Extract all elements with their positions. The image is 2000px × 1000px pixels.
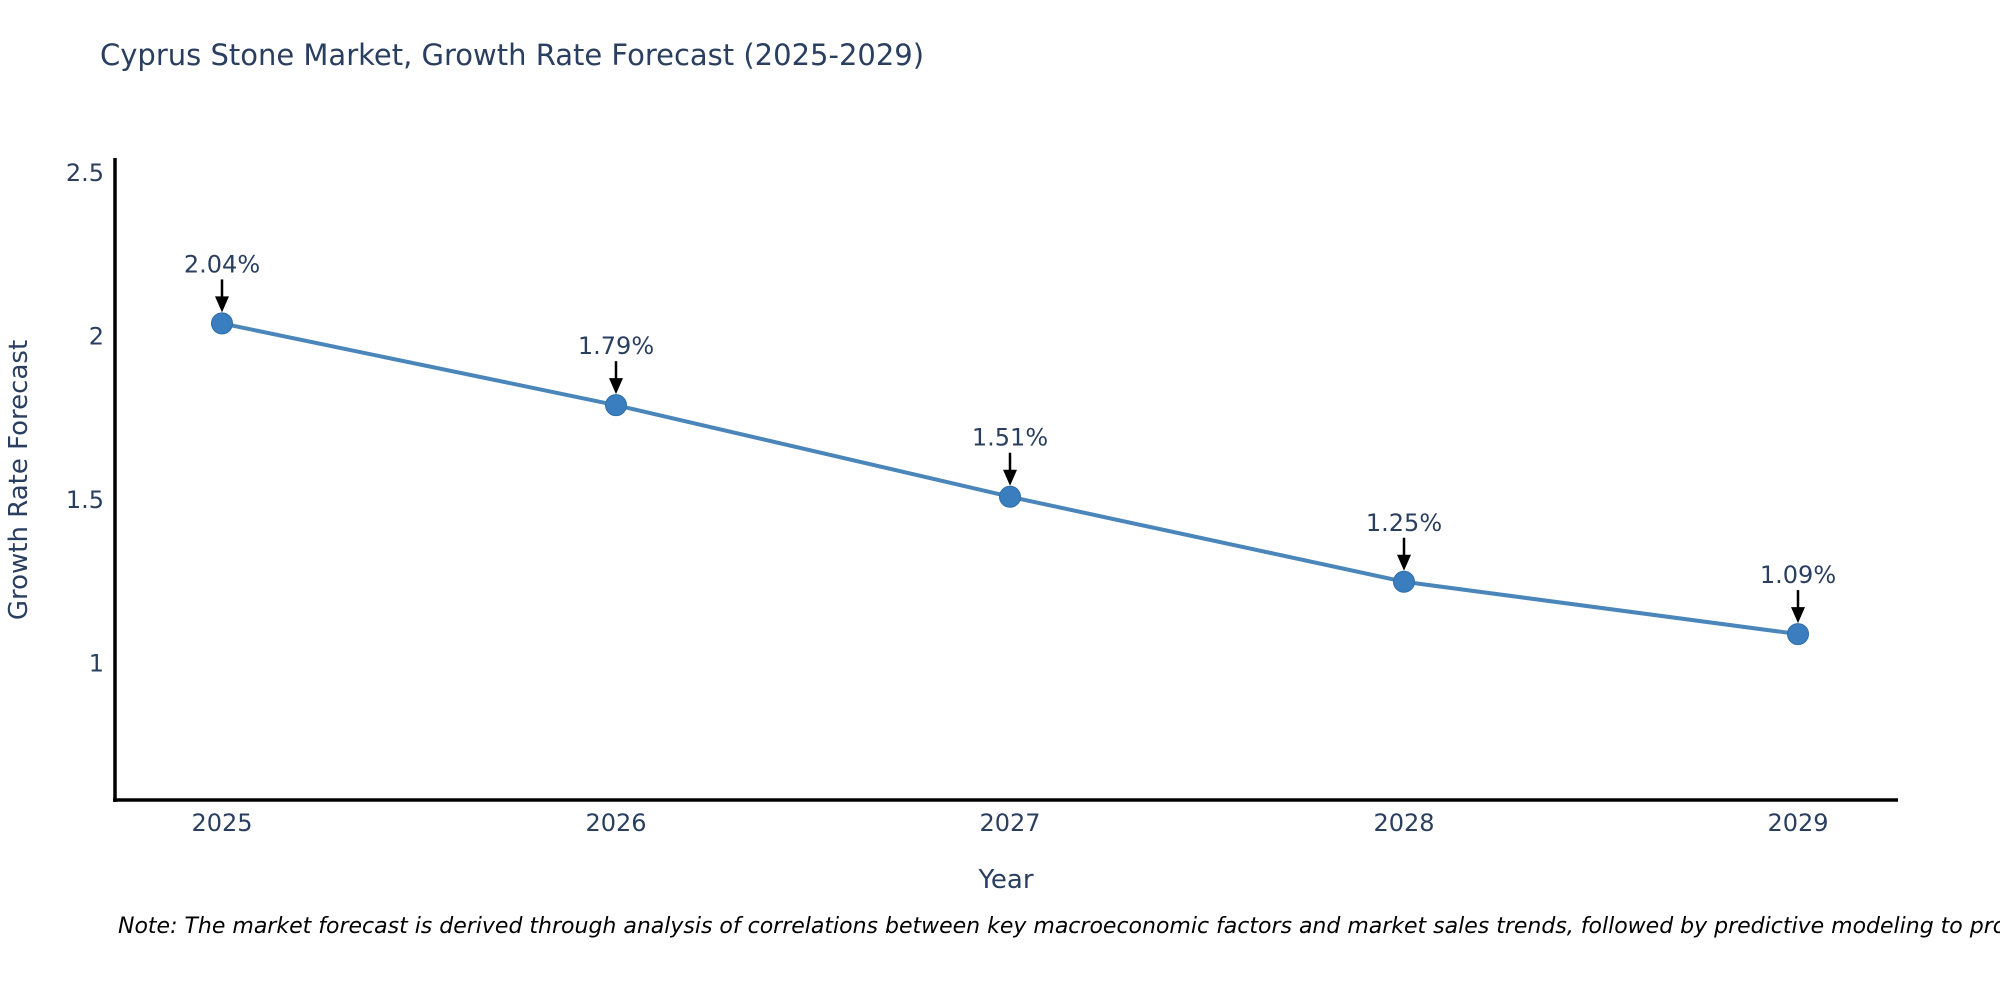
x-axis-title: Year: [977, 865, 1033, 895]
point-annotation-label: 1.79%: [578, 332, 654, 360]
point-annotation-label: 1.09%: [1760, 561, 1836, 589]
x-axis-ticks: 2025 2026 2027 2028 2029: [191, 809, 1828, 837]
y-axis-ticks: 1 1.5 2 2.5: [66, 159, 104, 678]
x-tick-label: 2025: [191, 809, 252, 837]
point-annotations: 2.04% 1.79% 1.51% 1.25% 1.09%: [184, 250, 1836, 624]
point-annotation-label: 2.04%: [184, 250, 260, 278]
annotation-arrow-head: [1003, 469, 1017, 486]
point-annotation-label: 1.25%: [1366, 509, 1442, 537]
y-tick-label: 2: [89, 323, 104, 351]
data-point: [999, 485, 1021, 508]
footnote: Note: The market forecast is derived thr…: [118, 914, 2000, 939]
chart-title: Cyprus Stone Market, Growth Rate Forecas…: [100, 38, 925, 72]
point-annotation-label: 1.51%: [972, 424, 1048, 452]
x-tick-label: 2029: [1767, 809, 1828, 837]
data-point: [1787, 623, 1809, 646]
data-point: [1393, 570, 1415, 593]
annotation-arrow-head: [215, 296, 229, 313]
y-tick-label: 1: [89, 650, 104, 678]
annotation-arrow-head: [1791, 607, 1805, 624]
y-axis-title: Growth Rate Forecast: [4, 340, 34, 620]
annotation-arrow-head: [609, 378, 623, 395]
data-point: [605, 394, 627, 417]
data-point: [211, 312, 233, 335]
y-tick-label: 2.5: [66, 159, 104, 187]
data-series: [211, 312, 1809, 646]
x-tick-label: 2026: [585, 809, 646, 837]
annotation-arrow-head: [1397, 554, 1411, 571]
x-tick-label: 2028: [1373, 809, 1434, 837]
y-tick-label: 1.5: [66, 486, 104, 514]
x-tick-label: 2027: [979, 809, 1040, 837]
